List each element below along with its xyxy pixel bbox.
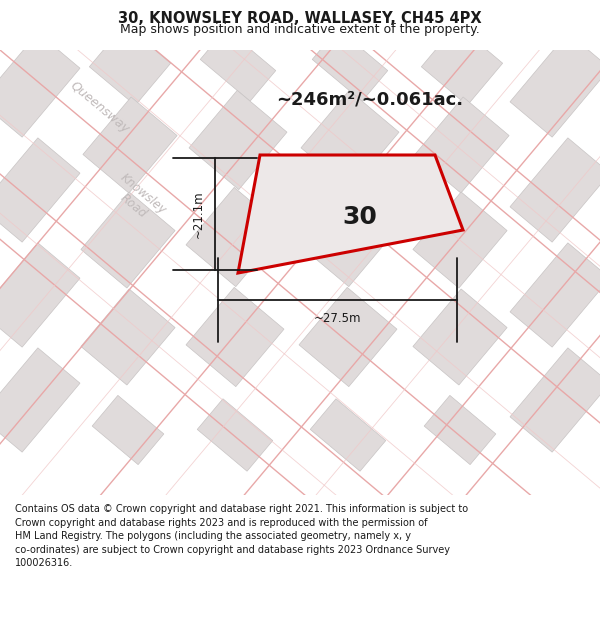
- Polygon shape: [189, 91, 287, 189]
- Polygon shape: [301, 91, 399, 189]
- Text: Contains OS data © Crown copyright and database right 2021. This information is : Contains OS data © Crown copyright and d…: [15, 504, 468, 569]
- Polygon shape: [510, 243, 600, 347]
- Text: ~21.1m: ~21.1m: [191, 190, 205, 238]
- Text: 30, KNOWSLEY ROAD, WALLASEY, CH45 4PX: 30, KNOWSLEY ROAD, WALLASEY, CH45 4PX: [118, 11, 482, 26]
- Polygon shape: [0, 243, 80, 347]
- Text: Queensway: Queensway: [68, 79, 132, 136]
- Polygon shape: [197, 399, 273, 471]
- Polygon shape: [415, 97, 509, 193]
- Polygon shape: [312, 29, 388, 101]
- Text: 30: 30: [343, 205, 377, 229]
- Polygon shape: [413, 289, 507, 385]
- Text: Knowsley
Road: Knowsley Road: [107, 171, 169, 229]
- Polygon shape: [81, 192, 175, 288]
- Polygon shape: [510, 348, 600, 452]
- Polygon shape: [83, 97, 177, 193]
- Polygon shape: [0, 33, 80, 137]
- Polygon shape: [310, 399, 386, 471]
- Polygon shape: [200, 29, 276, 101]
- Polygon shape: [0, 348, 80, 452]
- Polygon shape: [299, 288, 397, 387]
- Polygon shape: [510, 33, 600, 137]
- Polygon shape: [81, 289, 175, 385]
- Polygon shape: [424, 396, 496, 464]
- Polygon shape: [421, 24, 503, 106]
- Polygon shape: [510, 138, 600, 242]
- Polygon shape: [186, 188, 284, 287]
- Polygon shape: [0, 138, 80, 242]
- Polygon shape: [89, 24, 170, 106]
- Polygon shape: [92, 396, 164, 464]
- Polygon shape: [186, 288, 284, 387]
- Text: ~246m²/~0.061ac.: ~246m²/~0.061ac.: [277, 90, 464, 108]
- Polygon shape: [238, 155, 463, 273]
- Text: ~27.5m: ~27.5m: [314, 311, 361, 324]
- Text: Map shows position and indicative extent of the property.: Map shows position and indicative extent…: [120, 23, 480, 36]
- Polygon shape: [299, 188, 397, 287]
- Polygon shape: [413, 192, 507, 288]
